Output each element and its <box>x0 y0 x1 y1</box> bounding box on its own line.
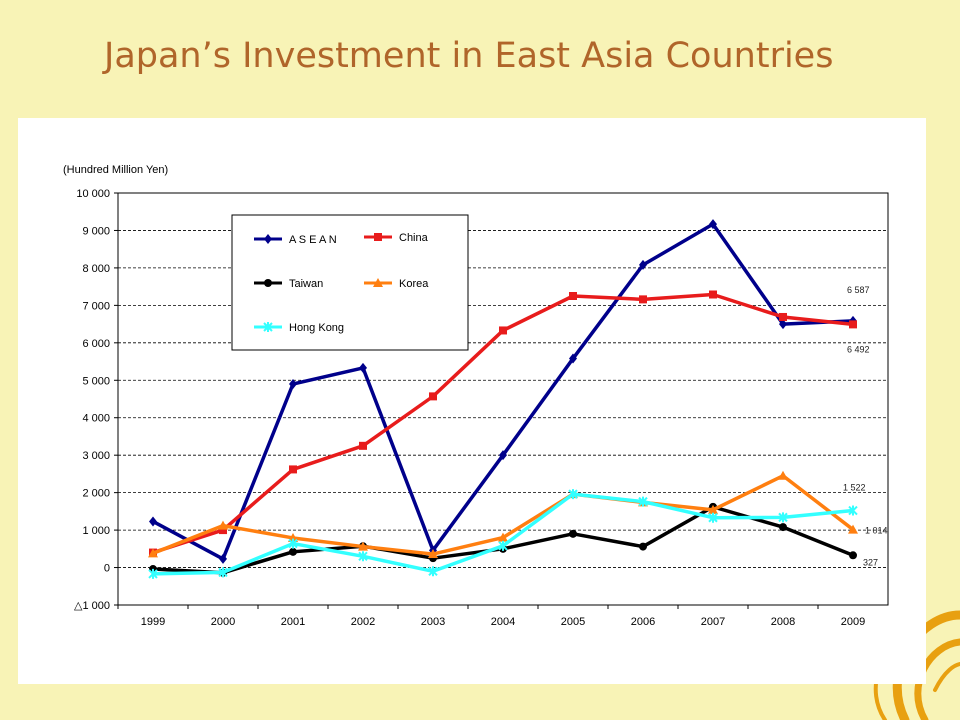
y-tick-label: 2 000 <box>82 488 110 500</box>
legend-item: China <box>364 232 429 244</box>
page-title: Japan’s Investment in East Asia Countrie… <box>104 36 834 76</box>
data-point <box>639 259 647 270</box>
data-point <box>849 551 857 560</box>
data-point <box>359 441 367 450</box>
line-chart: (Hundred Million Yen) △1 000 0 1 000 2 000 3… <box>63 164 889 628</box>
y-tick-label: 1 000 <box>82 525 110 537</box>
data-point <box>498 532 508 542</box>
data-point <box>638 496 648 507</box>
x-tick-labels: 1999 2000 2001 2002 2003 2004 2005 2006 2007 2008… <box>117 605 865 628</box>
data-point <box>778 512 788 523</box>
data-point <box>848 524 858 534</box>
legend-item: Taiwan <box>254 278 323 290</box>
y-tick-label: 3 000 <box>82 450 110 462</box>
data-point <box>569 292 577 300</box>
x-tick-label: 1999 <box>141 616 165 628</box>
data-point <box>289 465 297 474</box>
data-point <box>218 520 228 530</box>
x-tick-label: 2000 <box>211 616 235 628</box>
legend-label: Taiwan <box>289 278 323 290</box>
x-tick-label: 2007 <box>701 616 725 628</box>
data-point <box>219 526 227 535</box>
data-point <box>848 505 858 516</box>
legend-label: China <box>399 232 429 244</box>
data-point <box>148 568 158 579</box>
data-point <box>358 551 368 562</box>
legend-label: Korea <box>399 278 429 290</box>
data-point <box>219 553 227 564</box>
data-point <box>288 538 298 549</box>
y-tick-label: 10 000 <box>76 188 110 200</box>
x-tick-label: 2002 <box>351 616 375 628</box>
data-point <box>639 295 647 304</box>
plot-area-border <box>117 192 889 606</box>
y-tick-label: 9 000 <box>82 225 110 237</box>
legend: A S E A N China Taiwan Korea Hong Kong <box>231 214 469 351</box>
data-point <box>779 523 787 532</box>
data-point <box>499 326 507 335</box>
legend-item: Korea <box>364 278 429 290</box>
y-tick-label: 0 <box>104 563 110 575</box>
data-point <box>708 512 718 523</box>
data-label: 1 522 <box>843 483 866 493</box>
data-point <box>779 312 787 321</box>
data-point <box>428 566 438 577</box>
y-tick-label: 8 000 <box>82 263 110 275</box>
x-tick-label: 2004 <box>491 616 515 628</box>
legend-label: Hong Kong <box>289 322 344 334</box>
y-tick-labels: △1 000 0 1 000 2 000 3 000 4 000 5 000 6 000 7 0… <box>74 188 118 612</box>
data-label: 6 492 <box>847 344 870 354</box>
data-point <box>779 319 787 330</box>
data-point <box>568 489 578 500</box>
series-lines <box>148 219 858 579</box>
x-tick-label: 2006 <box>631 616 655 628</box>
data-point <box>639 542 647 551</box>
x-tick-label: 2005 <box>561 616 585 628</box>
series-china <box>149 290 857 557</box>
data-point <box>569 529 577 538</box>
y-tick-label: 7 000 <box>82 300 110 312</box>
data-point <box>428 549 438 559</box>
series-hongkong <box>148 489 858 579</box>
x-tick-label: 2003 <box>421 616 445 628</box>
y-tick-label: △1 000 <box>74 600 110 612</box>
data-point <box>358 541 368 551</box>
series-asean <box>149 219 857 564</box>
data-label: 6 587 <box>847 285 870 295</box>
legend-item: Hong Kong <box>254 322 344 334</box>
data-label: 327 <box>863 557 878 567</box>
chart-panel: (Hundred Million Yen) △1 000 0 1 000 2 000 3… <box>18 118 926 684</box>
data-label: 1 014 <box>865 526 888 536</box>
y-axis-label: (Hundred Million Yen) <box>63 164 168 176</box>
y-tick-label: 6 000 <box>82 338 110 350</box>
data-point <box>149 516 157 527</box>
data-point <box>709 219 717 230</box>
x-tick-label: 2009 <box>841 616 865 628</box>
data-point <box>709 290 717 299</box>
y-tick-label: 5 000 <box>82 375 110 387</box>
data-point <box>289 379 297 390</box>
data-point <box>289 547 297 556</box>
data-point <box>218 567 228 578</box>
data-point <box>569 353 577 364</box>
legend-item: A S E A N <box>254 234 337 246</box>
x-tick-label: 2008 <box>771 616 795 628</box>
data-point <box>148 548 158 558</box>
legend-label: A S E A N <box>289 234 337 246</box>
data-point <box>359 362 367 373</box>
x-tick-label: 2001 <box>281 616 305 628</box>
data-annotations: 6 587 6 492 1 522 1 014 327 <box>843 285 888 567</box>
data-point <box>429 392 437 401</box>
data-point <box>849 320 857 329</box>
data-point <box>498 540 508 551</box>
data-point <box>778 470 788 480</box>
y-tick-label: 4 000 <box>82 413 110 425</box>
data-point <box>708 504 718 514</box>
data-point <box>499 450 507 461</box>
